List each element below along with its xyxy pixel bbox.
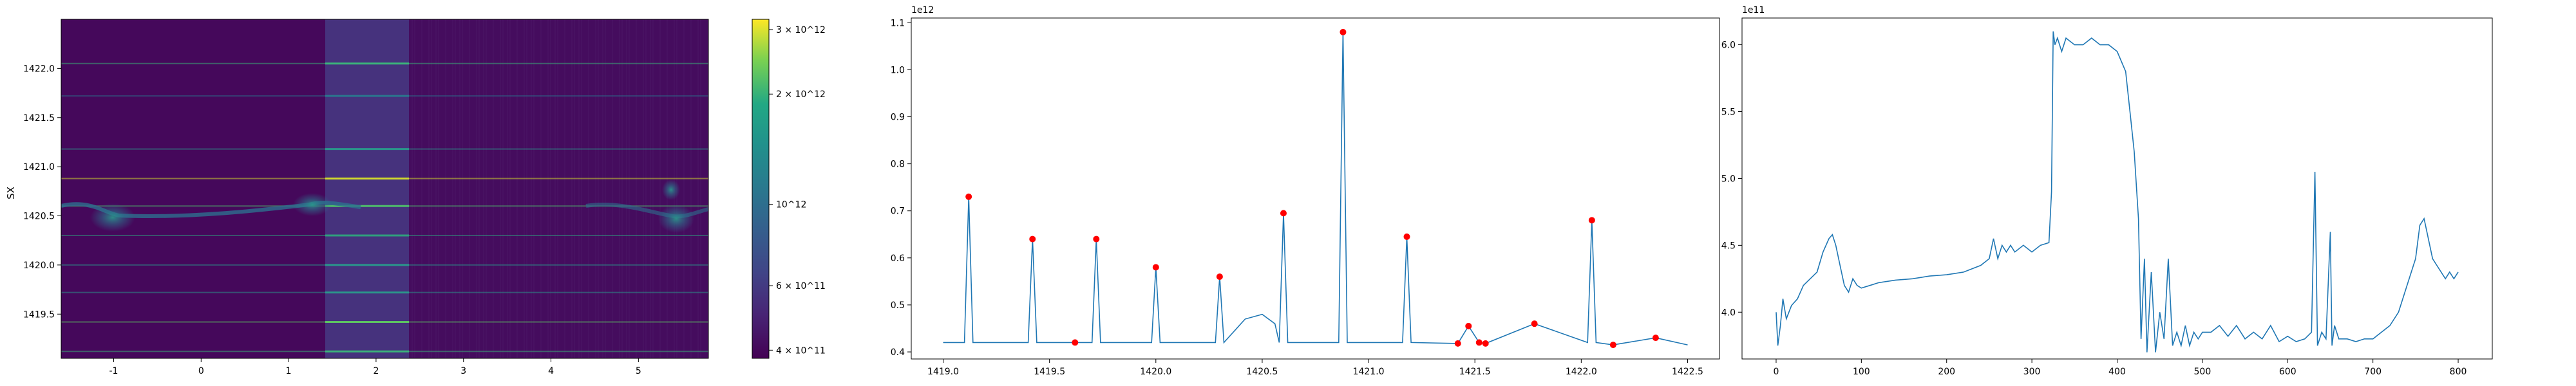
peaks-x-tick: 1419.0 — [927, 367, 959, 377]
peak-marker — [1216, 273, 1223, 280]
signal-x-tick: 100 — [1853, 367, 1870, 377]
peaks-x-tick: 1420.5 — [1246, 367, 1278, 377]
peaks-y-tick: 0.7 — [891, 207, 905, 217]
colorbar-tick: 6 × 10^11 — [776, 281, 826, 291]
peak-marker — [1280, 210, 1287, 217]
peak-marker — [1093, 235, 1100, 243]
peaks-y-ticks: 0.4 0.5 0.6 0.7 0.8 0.9 1.0 1.1 — [891, 18, 911, 358]
signal-y-ticks: 4.0 4.5 5.0 5.5 6.0 — [1721, 41, 1742, 318]
signal-x-ticks: 0 100 200 300 400 500 600 700 800 — [1773, 359, 2467, 377]
signal-y-tick: 6.0 — [1721, 41, 1736, 51]
peaks-y-tick: 0.6 — [891, 253, 905, 264]
heatmap-x-tick: 3 — [460, 366, 466, 376]
heatmap-y-tick: 1419.5 — [23, 309, 55, 320]
peaks-y-tick: 0.8 — [891, 160, 905, 170]
signal-offset-label: 1e11 — [1742, 5, 1765, 15]
colorbar: 4 × 10^11 6 × 10^11 10^12 2 × 10^12 3 × 10^1… — [752, 19, 826, 359]
signal-x-tick: 400 — [2108, 367, 2126, 377]
signal-y-tick: 4.5 — [1721, 241, 1736, 251]
peaks-x-tick: 1419.5 — [1034, 367, 1065, 377]
peaks-y-tick: 0.4 — [891, 347, 905, 358]
heatmap-y-tick: 1420.5 — [23, 212, 55, 222]
colorbar-tick: 2 × 10^12 — [776, 89, 826, 100]
signal-x-tick: 500 — [2194, 367, 2211, 377]
peak-marker — [1454, 340, 1461, 347]
peaks-x-tick: 1422.0 — [1566, 367, 1597, 377]
signal-x-tick: 0 — [1773, 367, 1779, 377]
colorbar-ticks: 4 × 10^11 6 × 10^11 10^12 2 × 10^12 3 × 10^1… — [769, 25, 826, 356]
heatmap-y-tick: 1420.0 — [23, 261, 55, 271]
peaks-x-tick: 1420.0 — [1140, 367, 1171, 377]
peak-marker — [1072, 339, 1079, 346]
heatmap-x-tick: 1 — [286, 366, 292, 376]
peaks-x-tick: 1421.0 — [1353, 367, 1385, 377]
heatmap-y-axis-label: SX — [5, 187, 17, 199]
peaks-line — [943, 32, 1688, 345]
signal-x-tick: 800 — [2450, 367, 2467, 377]
peak-marker — [1403, 233, 1410, 240]
peak-marker — [1588, 217, 1595, 224]
peak-marker — [1340, 28, 1347, 35]
heatmap-x-tick: -1 — [109, 366, 118, 376]
peak-marker — [1029, 235, 1036, 243]
heatmap-y-ticks: 1419.5 1420.0 1420.5 1421.0 1421.5 1422.0 — [23, 64, 61, 320]
peak-marker — [1482, 340, 1489, 347]
signal-y-tick: 4.0 — [1721, 308, 1736, 318]
peaks-y-tick: 0.9 — [891, 113, 905, 123]
peak-marker — [965, 193, 972, 200]
colorbar-tick: 10^12 — [776, 200, 806, 210]
heatmap-y-tick: 1422.0 — [23, 64, 55, 74]
heatmap-x-tick: 5 — [636, 366, 641, 376]
signal-x-tick: 600 — [2279, 367, 2297, 377]
heatmap-image — [61, 19, 708, 358]
heatmap-y-tick: 1421.0 — [23, 162, 55, 172]
signal-x-tick: 300 — [2023, 367, 2041, 377]
peak-marker — [1152, 264, 1159, 271]
heatmap-y-tick: 1421.5 — [23, 113, 55, 124]
signal-line — [1776, 31, 2459, 353]
signal-x-tick: 200 — [1938, 367, 1955, 377]
peaks-axes: 1e12 1419.0 1419.5 1420.0 1420.5 1421.0 1421.… — [891, 5, 1720, 377]
heatmap-x-ticks: -1 0 1 2 3 4 5 — [109, 358, 641, 376]
peaks-offset-label: 1e12 — [911, 5, 934, 15]
peaks-markers — [965, 28, 1659, 349]
peak-marker — [1609, 342, 1616, 349]
heatmap-x-tick: 4 — [548, 366, 554, 376]
peak-marker — [1475, 339, 1482, 346]
peaks-x-tick: 1422.5 — [1672, 367, 1703, 377]
colorbar-tick: 4 × 10^11 — [776, 345, 826, 356]
signal-x-tick: 700 — [2364, 367, 2382, 377]
peaks-x-ticks: 1419.0 1419.5 1420.0 1420.5 1421.0 1421.5 1422… — [927, 359, 1703, 377]
peaks-y-tick: 0.5 — [891, 300, 905, 311]
peaks-y-tick: 1.0 — [891, 65, 905, 75]
signal-y-tick: 5.5 — [1721, 107, 1736, 117]
signal-y-tick: 5.0 — [1721, 174, 1736, 184]
peaks-x-tick: 1421.5 — [1459, 367, 1491, 377]
peak-marker — [1465, 322, 1472, 329]
peak-marker — [1531, 320, 1538, 327]
heatmap-x-tick: 2 — [373, 366, 379, 376]
heatmap-axes: -1 0 1 2 3 4 5 1419.51420.01420.51421.01421.51… — [5, 19, 826, 376]
peaks-y-tick: 1.1 — [891, 18, 905, 28]
heatmap-x-tick: 0 — [198, 366, 204, 376]
colorbar-tick: 3 × 10^12 — [776, 25, 826, 35]
signal-axes: 1e11 0 100 200 300 400 500 600 700 800 4.0 4.5 5.0… — [1721, 5, 2493, 377]
peak-marker — [1652, 335, 1659, 342]
